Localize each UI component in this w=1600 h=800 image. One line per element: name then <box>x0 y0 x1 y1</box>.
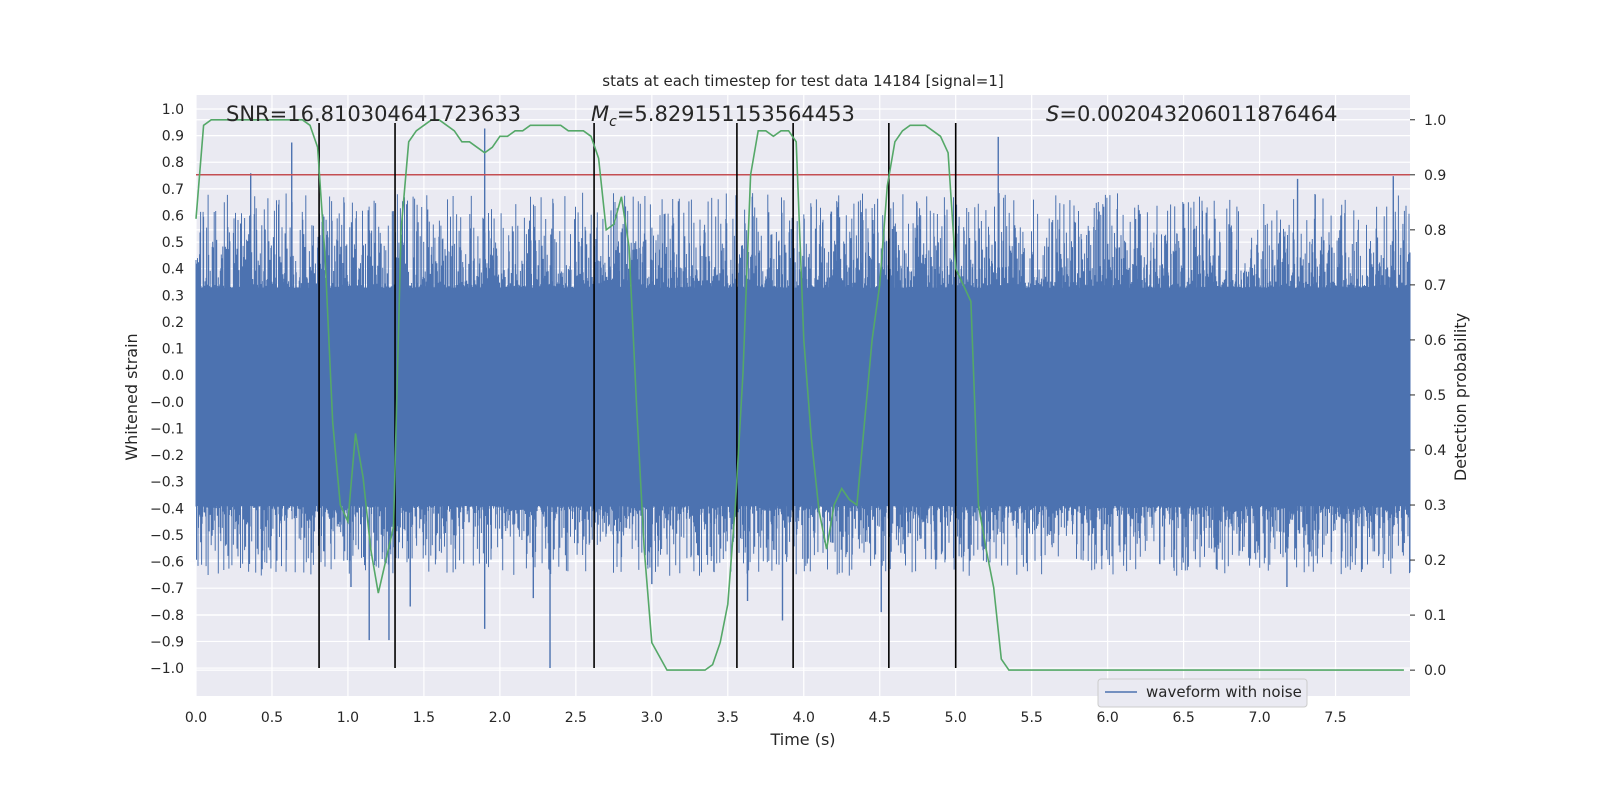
vertical-markers <box>318 122 957 669</box>
y-tick-label: −0.9 <box>150 634 184 650</box>
y-tick-label: 0.9 <box>162 129 184 145</box>
y-tick-label: 0.5 <box>162 235 184 251</box>
mc-subscript: c <box>609 114 617 130</box>
x-tick-label: 2.0 <box>489 710 511 726</box>
x-tick-label: 5.5 <box>1021 710 1043 726</box>
y2-tick-label: 0.5 <box>1424 388 1446 404</box>
y2-tick-label: 0.7 <box>1424 278 1446 294</box>
mc-value: =5.829151153564453 <box>617 102 855 126</box>
y2-tick-label: 0.1 <box>1424 608 1446 624</box>
y-tick-label: −0.4 <box>150 501 184 517</box>
y-axis-label: Whitened strain <box>122 333 141 460</box>
y-tick-label: 0.1 <box>162 342 184 358</box>
x-tick-label: 0.5 <box>261 710 283 726</box>
y-tick-label: 0.0 <box>162 368 184 384</box>
y-tick-label: −0.2 <box>150 448 184 464</box>
y-tick-label: 0.7 <box>162 182 184 198</box>
x-tick-label: 3.0 <box>641 710 663 726</box>
x-tick-label: 3.5 <box>717 710 739 726</box>
x-tick-label: 2.5 <box>565 710 587 726</box>
mc-symbol: M <box>591 102 609 126</box>
x-tick-label: 7.0 <box>1248 710 1270 726</box>
y2-tick-label: 0.6 <box>1424 333 1446 349</box>
legend: waveform with noise <box>1097 678 1308 708</box>
y2-axis-ticks: 0.0 0.1 0.2 0.3 0.4 0.5 0.6 0.7 0.8 0.9 1.0 <box>1410 113 1446 679</box>
legend-label: waveform with noise <box>1146 683 1302 701</box>
y2-tick-label: 0.9 <box>1424 168 1446 184</box>
x-tick-label: 6.5 <box>1172 710 1194 726</box>
y2-tick-label: 0.4 <box>1424 443 1446 459</box>
legend-box <box>1097 678 1308 708</box>
y2-tick-label: 0.0 <box>1424 663 1446 679</box>
y-tick-label: 1.0 <box>162 102 184 118</box>
x-tick-label: 4.5 <box>869 710 891 726</box>
x-tick-label: 0.0 <box>185 710 207 726</box>
x-tick-label: 7.5 <box>1324 710 1346 726</box>
x-tick-label: 6.0 <box>1097 710 1119 726</box>
x-axis-ticks: 0.0 0.5 1.0 1.5 2.0 2.5 3.0 3.5 4.0 4.5 5.0 5.5 6.0 6… <box>185 710 1347 726</box>
x-axis-label: Time (s) <box>769 730 835 749</box>
mc-annotation: Mc=5.829151153564453 <box>591 102 855 130</box>
s-annotation: S=0.002043206011876464 <box>1046 102 1337 126</box>
snr-annotation: SNR=16.810304641723633 <box>226 102 521 126</box>
y2-tick-label: 0.3 <box>1424 498 1446 514</box>
s-symbol: S <box>1046 102 1059 126</box>
y2-axis-label: Detection probability <box>1451 313 1470 481</box>
y-tick-label: −0.7 <box>150 581 184 597</box>
waveform-noise <box>195 192 1411 576</box>
x-tick-label: 1.0 <box>337 710 359 726</box>
y-tick-label: 0.4 <box>162 262 184 278</box>
y-tick-label: 0.3 <box>162 288 184 304</box>
y-tick-label: −0.1 <box>150 421 184 437</box>
y-axis-ticks: 1.0 0.9 0.8 0.7 0.6 0.5 0.4 0.3 0.2 0.1 0.0 −0.0 −0.… <box>150 102 184 677</box>
x-tick-label: 4.0 <box>793 710 815 726</box>
probability-series-line <box>195 119 1404 671</box>
y-tick-label: 0.2 <box>162 315 184 331</box>
y2-tick-label: 1.0 <box>1424 113 1446 129</box>
x-tick-label: 1.5 <box>413 710 435 726</box>
y2-tick-label: 0.8 <box>1424 223 1446 239</box>
y-tick-label: −1.0 <box>150 661 184 677</box>
y-tick-label: 0.8 <box>162 155 184 171</box>
y-tick-label: −0.6 <box>150 555 184 571</box>
y-tick-label: −0.8 <box>150 608 184 624</box>
chart-title: stats at each timestep for test data 141… <box>602 72 1003 90</box>
s-value: =0.002043206011876464 <box>1059 102 1337 126</box>
y2-tick-label: 0.2 <box>1424 553 1446 569</box>
y-tick-label: −0.0 <box>150 395 184 411</box>
y-tick-label: 0.6 <box>162 208 184 224</box>
y-tick-label: −0.3 <box>150 475 184 491</box>
x-tick-label: 5.0 <box>945 710 967 726</box>
y-tick-label: −0.5 <box>150 528 184 544</box>
